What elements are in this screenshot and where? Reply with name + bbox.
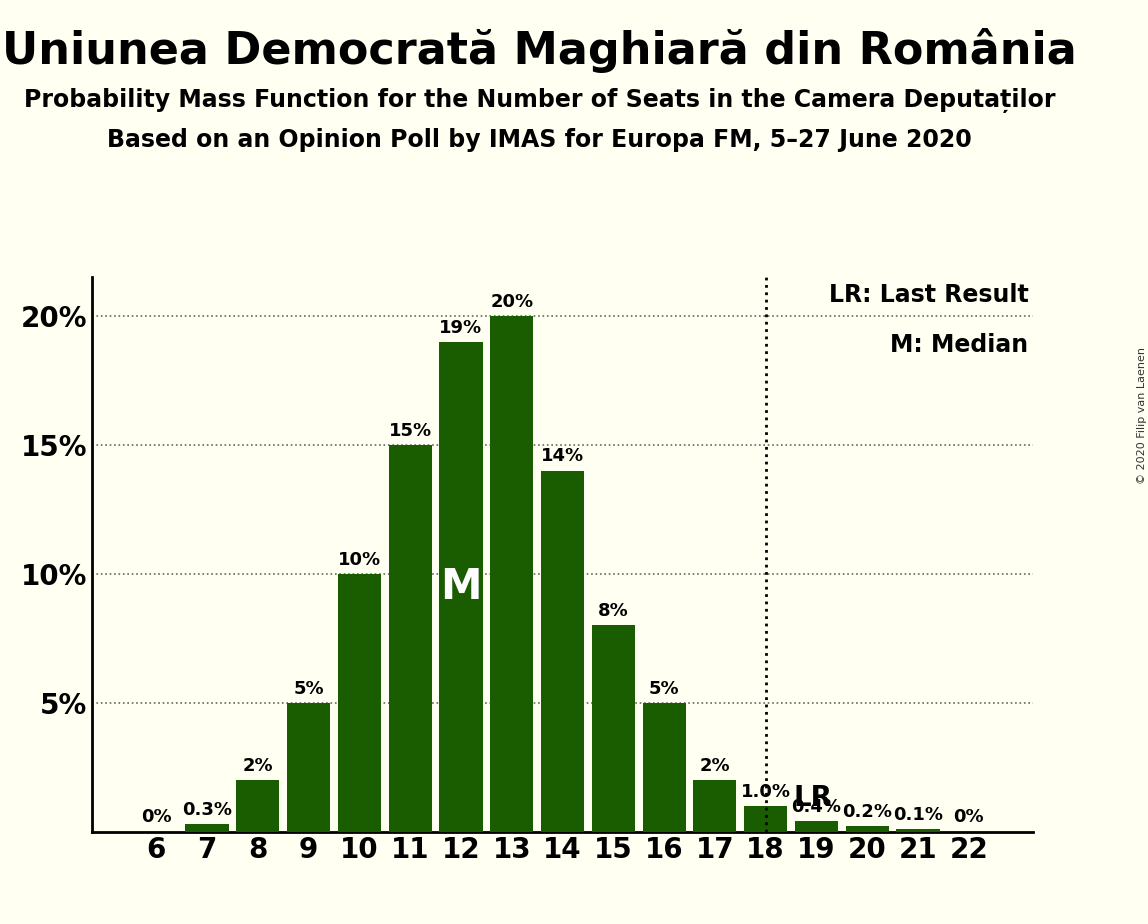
Text: 10%: 10%: [338, 551, 381, 568]
Text: 0.2%: 0.2%: [843, 803, 892, 821]
Bar: [236, 780, 279, 832]
Text: 2%: 2%: [699, 757, 730, 775]
Bar: [897, 829, 939, 832]
Text: 15%: 15%: [388, 421, 432, 440]
Text: Probability Mass Function for the Number of Seats in the Camera Deputaților: Probability Mass Function for the Number…: [24, 88, 1055, 113]
Bar: [541, 470, 584, 832]
Bar: [287, 702, 331, 832]
Bar: [744, 806, 788, 832]
Text: Based on an Opinion Poll by IMAS for Europa FM, 5–27 June 2020: Based on an Opinion Poll by IMAS for Eur…: [107, 128, 972, 152]
Bar: [591, 626, 635, 832]
Bar: [490, 316, 534, 832]
Bar: [338, 574, 381, 832]
Text: 0%: 0%: [141, 808, 171, 826]
Bar: [693, 780, 737, 832]
Text: 14%: 14%: [541, 447, 584, 466]
Text: 8%: 8%: [598, 602, 629, 620]
Text: 0%: 0%: [954, 808, 984, 826]
Text: 5%: 5%: [649, 679, 680, 698]
Text: 0.4%: 0.4%: [791, 798, 841, 816]
Bar: [186, 824, 228, 832]
Bar: [388, 444, 432, 832]
Text: LR: Last Result: LR: Last Result: [829, 283, 1029, 307]
Bar: [794, 821, 838, 832]
Text: © 2020 Filip van Laenen: © 2020 Filip van Laenen: [1138, 347, 1147, 484]
Text: 5%: 5%: [293, 679, 324, 698]
Text: M: Median: M: Median: [891, 333, 1029, 357]
Text: 19%: 19%: [440, 319, 482, 336]
Text: 0.3%: 0.3%: [183, 801, 232, 819]
Bar: [846, 826, 889, 832]
Text: M: M: [440, 565, 482, 608]
Bar: [440, 342, 482, 832]
Text: 1.0%: 1.0%: [740, 783, 791, 801]
Bar: [643, 702, 685, 832]
Text: 20%: 20%: [490, 293, 534, 310]
Text: 0.1%: 0.1%: [893, 806, 943, 824]
Text: Uniunea Democrată Maghiară din România: Uniunea Democrată Maghiară din România: [2, 28, 1077, 73]
Text: 2%: 2%: [242, 757, 273, 775]
Text: LR: LR: [793, 784, 832, 812]
